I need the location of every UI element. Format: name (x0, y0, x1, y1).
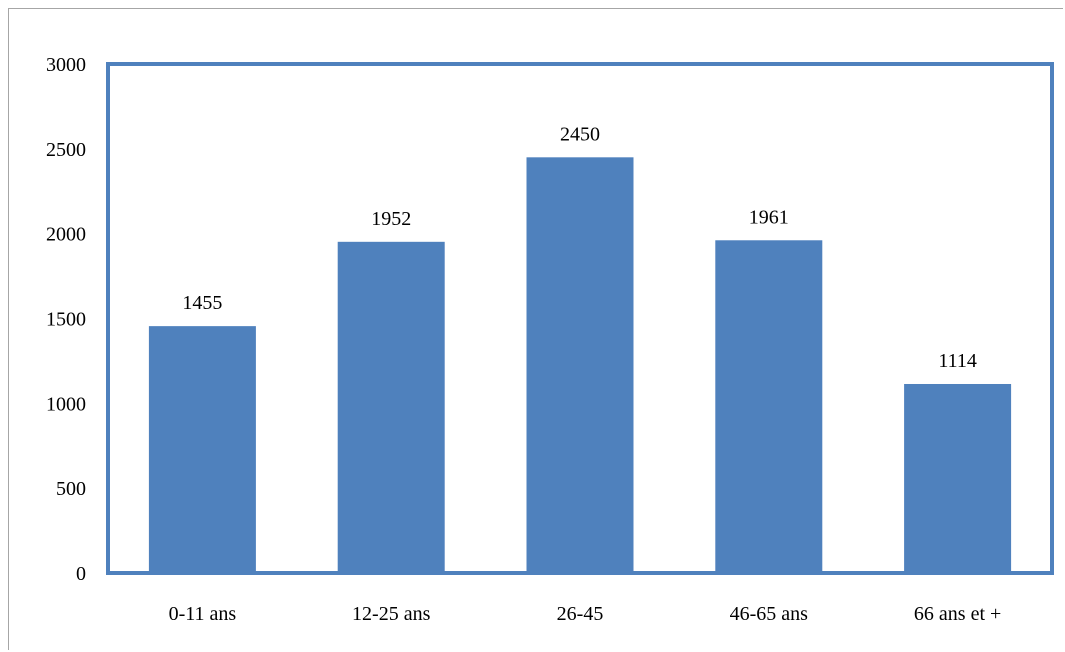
bar-series (148, 157, 1012, 574)
data-label: 2450 (560, 123, 600, 145)
x-axis: 0-11 ans 12-25 ans 26-45 46-65 ans 66 ans et… (169, 603, 1002, 625)
plot-area (106, 62, 1054, 575)
x-tick-label: 26-45 (557, 603, 604, 625)
data-label: 1455 (182, 292, 222, 314)
y-tick-label: 2500 (46, 139, 86, 161)
bar (148, 326, 256, 573)
data-label: 1961 (749, 206, 789, 228)
bar (715, 240, 823, 573)
bar (526, 157, 634, 574)
y-tick-label: 500 (56, 478, 86, 500)
x-tick-label: 12-25 ans (352, 603, 431, 625)
chart-area (8, 8, 1063, 650)
bar (337, 241, 445, 573)
data-label: 1114 (938, 350, 977, 372)
x-tick-label: 46-65 ans (730, 603, 809, 625)
y-tick-label: 3000 (46, 54, 86, 76)
data-label: 1952 (371, 208, 411, 230)
y-axis: 0 500 1000 1500 2000 2500 3000 (46, 54, 86, 585)
y-tick-label: 0 (76, 563, 86, 585)
y-tick-label: 1000 (46, 393, 86, 415)
x-tick-label: 0-11 ans (169, 603, 237, 625)
bar (904, 383, 1012, 573)
y-tick-label: 2000 (46, 224, 86, 246)
x-tick-label: 66 ans et + (914, 603, 1001, 625)
y-tick-label: 1500 (46, 309, 86, 331)
data-labels: 1455 1952 2450 1961 1114 (182, 123, 976, 372)
